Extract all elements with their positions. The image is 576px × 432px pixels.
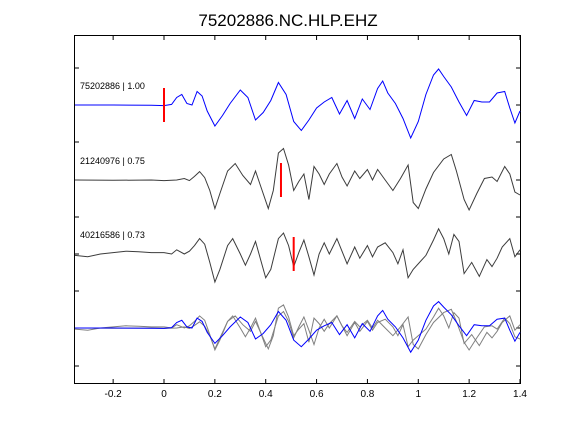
x-tick-label: 1 bbox=[416, 389, 422, 400]
stack-line-3 bbox=[74, 307, 521, 352]
x-tick-label: 0.8 bbox=[360, 389, 374, 400]
trace-label-group: 75202886 | 1.00 21240976 | 0.75 40216586 |… bbox=[80, 81, 145, 240]
x-tick-label: 1.4 bbox=[513, 389, 527, 400]
x-tick-label: 0.4 bbox=[259, 389, 273, 400]
trace-line-3 bbox=[74, 227, 521, 284]
axis-ticks: -0.2 0 0.2 0.4 0.6 0.8 1 1.2 1.4 bbox=[75, 36, 527, 400]
chart-title: 75202886.NC.HLP.EHZ bbox=[198, 11, 377, 30]
trace-line-2 bbox=[74, 147, 521, 212]
x-tick-label: 0.2 bbox=[208, 389, 222, 400]
trace-line-1 bbox=[75, 68, 521, 140]
trace-label-2: 21240976 | 0.75 bbox=[80, 156, 145, 166]
trace-label-1: 75202886 | 1.00 bbox=[80, 81, 145, 91]
plot-frame bbox=[74, 35, 521, 384]
x-tick-label: 0 bbox=[161, 389, 167, 400]
trace-label-3: 40216586 | 0.73 bbox=[80, 230, 145, 240]
stacked-overlay bbox=[74, 300, 521, 354]
x-tick-label: -0.2 bbox=[105, 389, 123, 400]
x-tick-label: 1.2 bbox=[462, 389, 476, 400]
x-tick-label: 0.6 bbox=[310, 389, 324, 400]
trace-group bbox=[74, 68, 521, 284]
stack-line-1 bbox=[75, 300, 521, 354]
